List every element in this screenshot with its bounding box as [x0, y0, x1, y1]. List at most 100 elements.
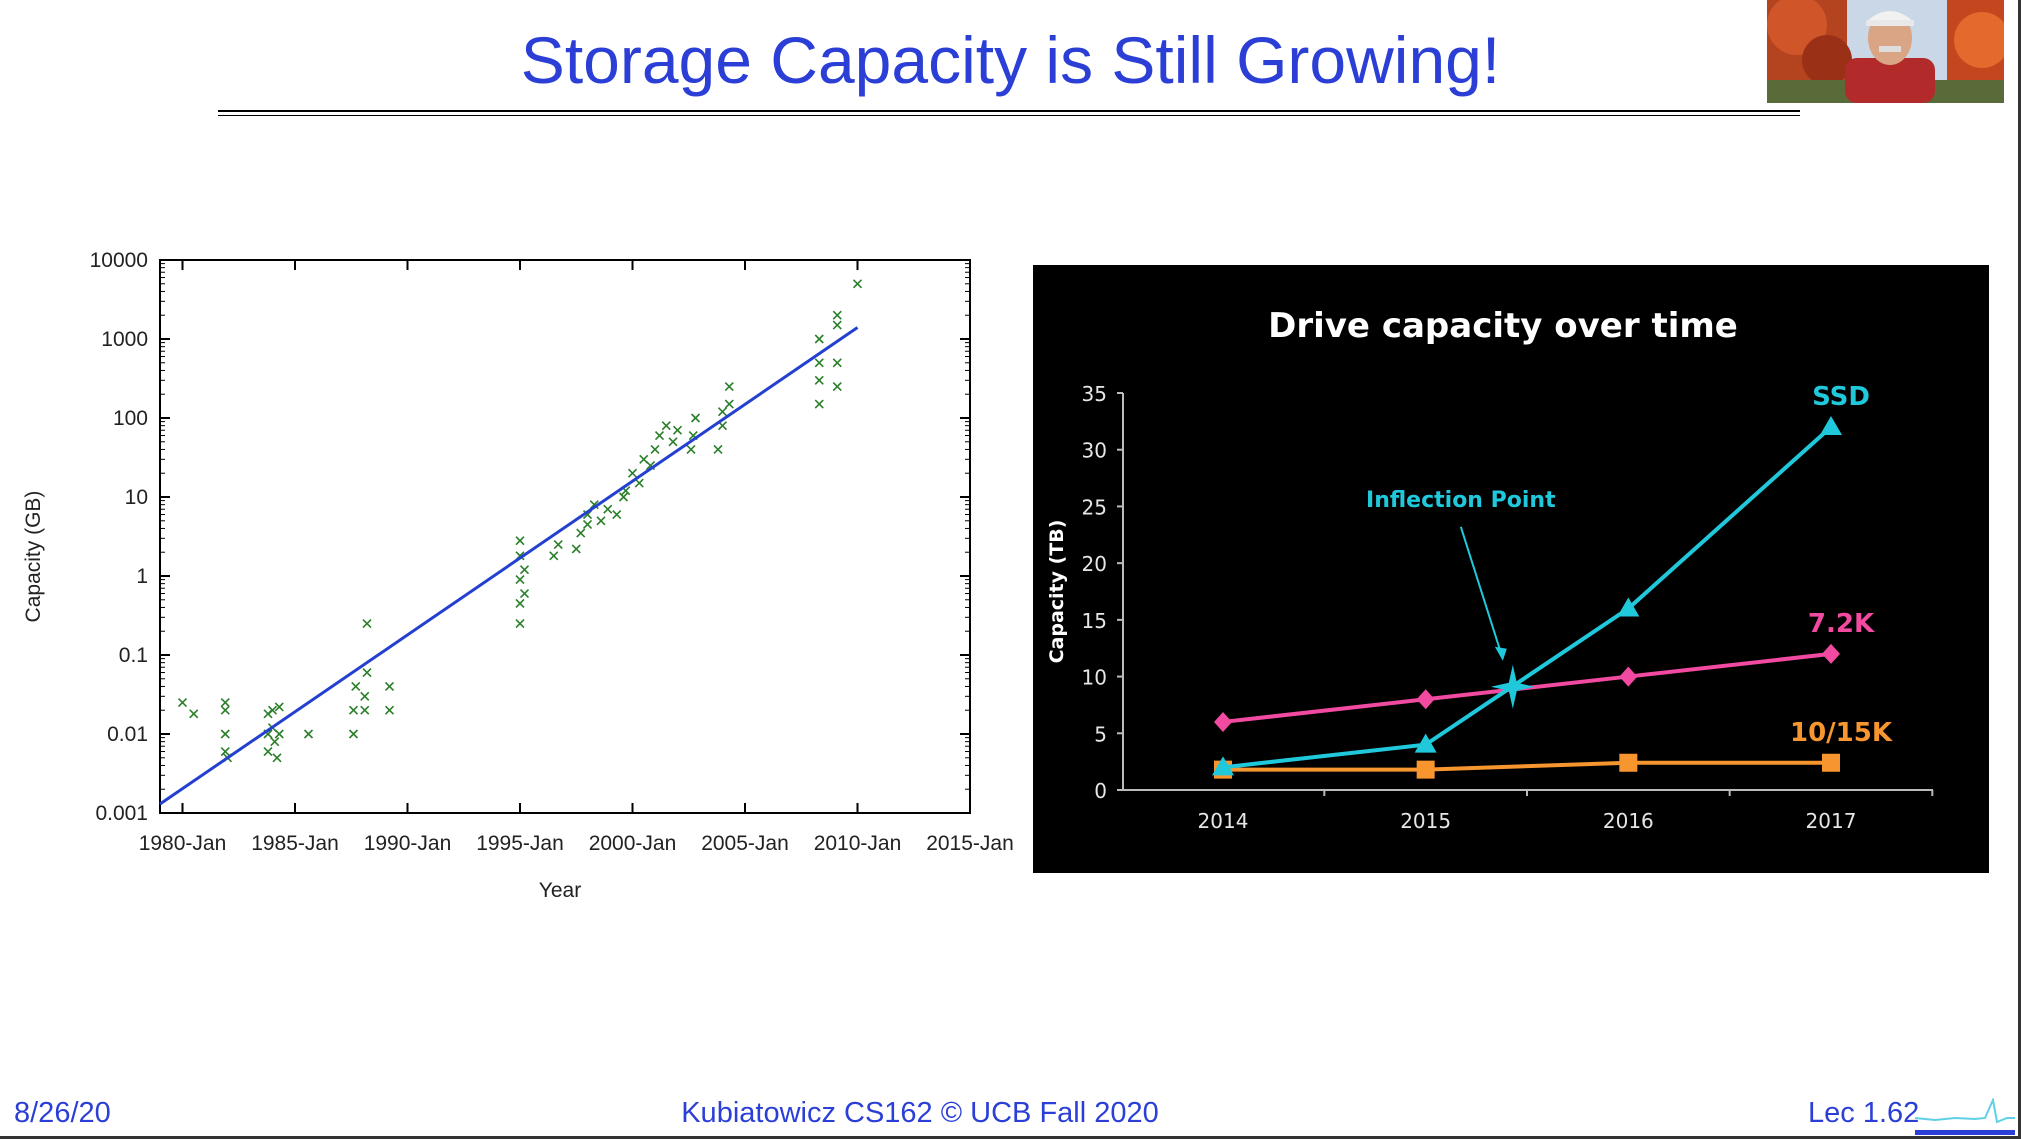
data-point: [1212, 756, 1234, 776]
plot-frame: [159, 259, 971, 814]
x-tick-label: 1990-Jan: [364, 832, 452, 855]
title-rule-bottom: [218, 115, 1800, 116]
y-tick-label: 0.001: [95, 802, 148, 825]
data-point: [713, 444, 723, 455]
data-point: [351, 681, 361, 692]
chart-title: Drive capacity over time: [1268, 306, 1738, 346]
x-tick-label: 2000-Jan: [589, 832, 677, 855]
data-point: [303, 729, 314, 739]
data-point: [814, 399, 824, 409]
data-point: [634, 478, 644, 488]
data-point: [267, 705, 278, 715]
y-tick-label: 5: [1094, 722, 1107, 746]
data-point: [360, 705, 370, 715]
data-point: [274, 729, 284, 739]
y-tick-label: 30: [1082, 439, 1107, 463]
data-point: [724, 381, 734, 392]
data-point: [661, 421, 671, 431]
data-point: [519, 565, 530, 575]
title-rule-top: [218, 110, 1800, 112]
x-tick-label: 2015: [1400, 809, 1451, 833]
inflection-marker: [1490, 664, 1535, 709]
y-axis-title: Capacity (TB): [1046, 520, 1068, 664]
data-point: [348, 729, 359, 739]
data-point: [177, 697, 188, 708]
data-point: [618, 492, 629, 502]
data-point: [1619, 666, 1638, 687]
data-point: [832, 310, 842, 320]
data-point: [612, 509, 622, 520]
data-point: [571, 544, 581, 554]
trend-line: [159, 326, 859, 806]
data-point: [582, 519, 593, 529]
data-point: [832, 381, 842, 392]
footer-date: 8/26/20: [14, 1097, 111, 1129]
x-tick-label: 2014: [1198, 809, 1249, 833]
data-point: [220, 705, 230, 715]
series-label: 7.2K: [1808, 609, 1875, 639]
x-tick-label: 1980-Jan: [139, 832, 227, 855]
data-point: [814, 358, 824, 368]
data-point: [686, 444, 696, 455]
data-point: [596, 516, 606, 526]
data-point: [852, 279, 863, 289]
person-video-thumbnail-icon: [1767, 0, 2004, 103]
data-point: [515, 536, 525, 546]
frame-border-right: [2018, 0, 2021, 1139]
y-tick-label: 0: [1094, 779, 1107, 803]
y-tick-label: 35: [1082, 382, 1107, 406]
data-point: [717, 407, 728, 417]
frame-border-bottom: [0, 1136, 2021, 1139]
data-point: [515, 618, 525, 629]
data-point: [1617, 597, 1640, 617]
y-tick-label: 15: [1082, 609, 1107, 633]
data-point: [189, 709, 199, 719]
y-tick-label: 25: [1082, 495, 1107, 519]
data-point: [1822, 753, 1840, 772]
capacity-scatter-chart: 10000 1000 100 10 1 0.1 0.01 0.001 1980-Jan 1985…: [22, 249, 1014, 902]
data-point: [832, 320, 842, 330]
data-point: [1619, 753, 1638, 772]
footer-course: Kubiatowicz CS162 © UCB Fall 2020: [681, 1097, 1159, 1129]
annotation-arrowhead: [1494, 646, 1507, 661]
data-point: [603, 504, 613, 514]
x-tick-label: 2010-Jan: [814, 832, 902, 855]
data-point: [672, 425, 683, 435]
series-label: 10/15K: [1790, 718, 1893, 748]
y-tick-label: 0.01: [107, 723, 148, 746]
y-axis-title: Capacity (GB): [22, 491, 45, 623]
data-point: [814, 334, 824, 344]
y-tick-label: 20: [1082, 552, 1107, 576]
series-label: SSD: [1812, 382, 1870, 412]
data-point: [519, 588, 530, 599]
data-point: [220, 729, 230, 739]
data-point: [384, 681, 395, 692]
data-point: [668, 437, 678, 447]
webcam-thumbnail: [1767, 0, 2004, 103]
data-point: [650, 444, 660, 455]
data-point: [515, 598, 525, 608]
data-point: [1214, 711, 1232, 732]
y-tick-label: 10: [125, 486, 148, 509]
data-point: [362, 667, 372, 678]
data-point: [627, 468, 638, 478]
data-point: [348, 705, 359, 715]
y-tick-label: 1: [136, 565, 148, 588]
y-tick-label: 0.1: [119, 644, 148, 667]
data-point: [832, 358, 842, 368]
y-tick-label: 10: [1082, 666, 1107, 690]
x-tick-label: 1985-Jan: [251, 832, 339, 855]
data-point: [220, 697, 230, 708]
series-line: [1223, 760, 1831, 772]
drive-capacity-chart: Drive capacity over time 05101520253035 …: [1033, 265, 1989, 873]
data-point: [1416, 689, 1435, 710]
annotation-label: Inflection Point: [1366, 488, 1556, 513]
y-tick-label: 1000: [101, 328, 148, 351]
x-tick-label: 2005-Jan: [701, 832, 789, 855]
chart-background: [1033, 265, 1989, 873]
x-tick-label: 2015-Jan: [926, 832, 1014, 855]
data-point: [654, 430, 665, 441]
y-tick-label: 10000: [90, 249, 148, 272]
data-point: [724, 399, 734, 409]
data-point: [270, 737, 280, 747]
